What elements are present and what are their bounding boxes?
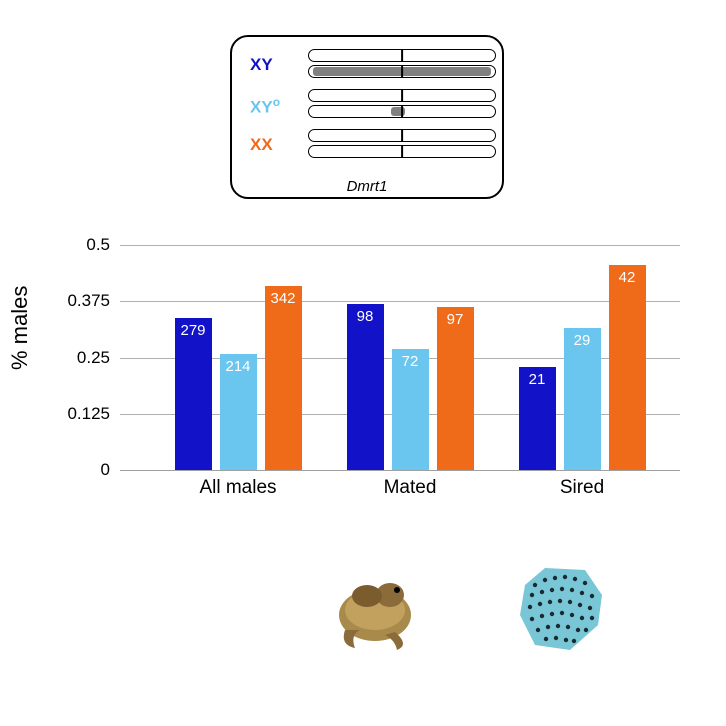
gene-label: Dmrt1 [347, 178, 388, 195]
bar: 29 [564, 328, 601, 470]
bar-value-label: 214 [225, 358, 250, 375]
bar-value-label: 42 [619, 269, 636, 286]
label-xx: XX [250, 135, 273, 155]
plot-area: 0 0.125 0.25 0.375 0.5 27921434298729721… [120, 245, 680, 471]
category-label: All males [199, 477, 276, 499]
bar: 214 [220, 354, 257, 470]
ytick: 0.5 [50, 235, 110, 255]
ytick: 0.25 [50, 348, 110, 368]
egg-mass-illustration [510, 560, 610, 655]
bar: 98 [347, 304, 384, 470]
ytick: 0.375 [50, 291, 110, 311]
bar-value-label: 279 [180, 322, 205, 339]
bar-value-label: 72 [402, 353, 419, 370]
y-axis-label: % males [7, 286, 33, 370]
category-label: Mated [384, 477, 437, 499]
chromosome-diagram: XY XYo XX Dmrt1 [230, 35, 504, 199]
bar: 279 [175, 318, 212, 470]
bar: 72 [392, 349, 429, 471]
label-xy: XY [250, 55, 273, 75]
bar-value-label: 98 [357, 308, 374, 325]
bar-chart: % males 0 0.125 0.25 0.375 0.5 279214342… [48, 245, 688, 515]
bar-value-label: 21 [529, 371, 546, 388]
bar: 42 [609, 265, 646, 470]
bar: 21 [519, 367, 556, 470]
frog-illustration [325, 560, 425, 650]
ytick: 0.125 [50, 404, 110, 424]
bar: 342 [265, 286, 302, 470]
bar-value-label: 342 [270, 290, 295, 307]
bar-value-label: 97 [447, 311, 464, 328]
bar-value-label: 29 [574, 332, 591, 349]
label-xyo: XYo [250, 95, 280, 118]
ytick: 0 [50, 460, 110, 480]
bar: 97 [437, 307, 474, 470]
category-label: Sired [560, 477, 604, 499]
